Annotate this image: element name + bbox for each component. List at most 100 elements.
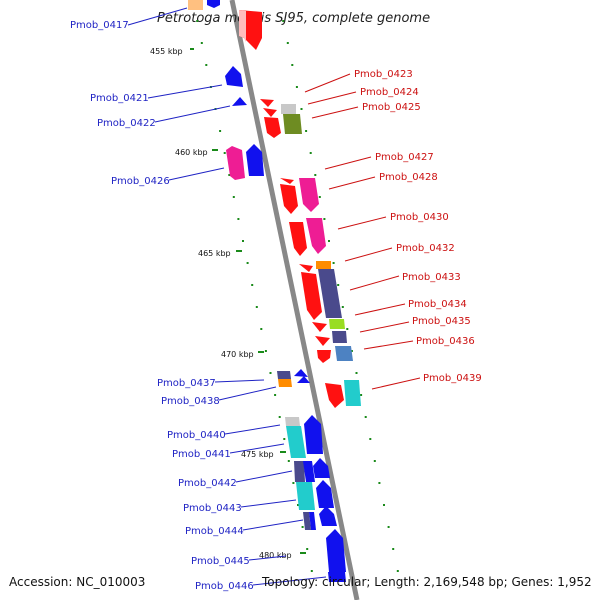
gene-arrow[interactable] xyxy=(285,417,300,426)
gene-label-pmob-0440[interactable]: Pmob_0440 xyxy=(167,430,226,441)
gene-label-pmob-0428[interactable]: Pmob_0428 xyxy=(379,172,438,183)
tick-dot xyxy=(383,504,385,506)
gene-label-pmob-0427[interactable]: Pmob_0427 xyxy=(375,152,434,163)
gene-arrow[interactable] xyxy=(297,376,310,383)
gene-arrow[interactable] xyxy=(280,184,298,214)
tick-dot xyxy=(378,482,381,484)
gene-label-pmob-0435[interactable]: Pmob_0435 xyxy=(412,316,471,327)
scale-label-460: 460 kbp xyxy=(175,148,208,157)
gene-arrow[interactable] xyxy=(232,97,247,106)
gene-arrow[interactable] xyxy=(303,512,311,530)
gene-arrow[interactable] xyxy=(226,146,245,180)
gene-arrow[interactable] xyxy=(239,10,246,42)
gene-label-pmob-0422[interactable]: Pmob_0422 xyxy=(97,118,156,129)
tick-dot xyxy=(205,64,208,66)
gene-arrow[interactable] xyxy=(296,482,315,510)
gene-label-pmob-0432[interactable]: Pmob_0432 xyxy=(396,243,455,254)
gene-label-pmob-0441[interactable]: Pmob_0441 xyxy=(172,449,231,460)
gene-label-pmob-0430[interactable]: Pmob_0430 xyxy=(390,212,449,223)
gene-labels-left: Pmob_0417 Pmob_0421 Pmob_0422 Pmob_0426 … xyxy=(70,20,254,592)
tick-marks xyxy=(196,20,399,572)
tick-dot xyxy=(255,306,258,308)
gene-arrow[interactable] xyxy=(309,512,316,530)
gene-arrow[interactable] xyxy=(281,104,296,114)
gene-arrow[interactable] xyxy=(325,383,344,408)
tick-dot xyxy=(223,152,226,154)
gene-label-pmob-0417[interactable]: Pmob_0417 xyxy=(70,20,129,31)
gene-label-pmob-0423[interactable]: Pmob_0423 xyxy=(354,69,413,80)
map-title: Petrotoga mobilis SJ95, complete genome xyxy=(157,11,430,26)
gene-label-pmob-0442[interactable]: Pmob_0442 xyxy=(178,478,237,489)
gene-arrow[interactable] xyxy=(278,379,292,387)
leader-lines xyxy=(127,7,421,586)
gene-label-pmob-0421[interactable]: Pmob_0421 xyxy=(90,93,149,104)
gene-arrow[interactable] xyxy=(313,458,330,478)
gene-arrow[interactable] xyxy=(344,380,361,406)
gene-arrow[interactable] xyxy=(303,461,315,482)
gene-arrow[interactable] xyxy=(299,264,313,272)
gene-arrow[interactable] xyxy=(317,350,331,363)
gene-arrow[interactable] xyxy=(289,222,307,256)
gene-label-pmob-0444[interactable]: Pmob_0444 xyxy=(185,526,244,537)
gene-arrow[interactable] xyxy=(294,461,305,482)
gene-label-pmob-0434[interactable]: Pmob_0434 xyxy=(408,299,467,310)
gene-arrow[interactable] xyxy=(319,506,337,526)
scale-label-470: 470 kbp xyxy=(221,350,254,359)
gene-label-pmob-0436[interactable]: Pmob_0436 xyxy=(416,336,475,347)
gene-arrow[interactable] xyxy=(283,114,302,134)
gene-arrow[interactable] xyxy=(294,369,308,377)
gene-label-pmob-0439[interactable]: Pmob_0439 xyxy=(423,373,482,384)
tick-dot xyxy=(337,284,340,286)
gene-arrow[interactable] xyxy=(207,0,220,8)
tick-dot xyxy=(346,328,349,330)
scale-labels: 455 kbp 460 kbp 465 kbp 470 kbp 475 kbp … xyxy=(150,47,306,560)
gene-arrow[interactable] xyxy=(264,117,281,138)
gene-label-pmob-0424[interactable]: Pmob_0424 xyxy=(360,87,419,98)
gene-arrow[interactable] xyxy=(312,322,327,332)
tick-dot xyxy=(287,460,290,462)
gene-arrow[interactable] xyxy=(188,0,203,10)
gene-arrow[interactable] xyxy=(277,371,291,379)
gene-arrow[interactable] xyxy=(280,178,294,184)
tick-dot xyxy=(264,350,267,352)
accession-text: Accession: NC_010003 xyxy=(9,575,146,589)
gene-arrow[interactable] xyxy=(316,261,331,269)
gene-arrow[interactable] xyxy=(306,218,326,254)
gene-arrow[interactable] xyxy=(304,415,323,454)
gene-label-pmob-0426[interactable]: Pmob_0426 xyxy=(111,176,170,187)
gene-label-pmob-0446[interactable]: Pmob_0446 xyxy=(195,581,254,592)
gene-arrow[interactable] xyxy=(299,178,319,212)
gene-arrow[interactable] xyxy=(263,108,277,117)
tick-dot xyxy=(274,394,277,396)
gene-arrow[interactable] xyxy=(328,572,346,582)
gene-label-pmob-0433[interactable]: Pmob_0433 xyxy=(402,272,461,283)
gene-arrow[interactable] xyxy=(315,336,330,346)
gene-label-pmob-0425[interactable]: Pmob_0425 xyxy=(362,102,421,113)
tick-dot xyxy=(305,130,308,132)
tick-dot xyxy=(251,284,254,286)
gene-arrow[interactable] xyxy=(286,426,306,458)
gene-arrow[interactable] xyxy=(301,272,322,320)
gene-arrow[interactable] xyxy=(329,319,345,329)
gene-arrow[interactable] xyxy=(260,99,274,107)
gene-arrow[interactable] xyxy=(335,346,353,361)
genes xyxy=(188,0,361,582)
gene-arrow[interactable] xyxy=(318,269,342,318)
tick-dot xyxy=(297,504,299,506)
gene-arrow[interactable] xyxy=(225,66,243,87)
tick-dot xyxy=(364,416,367,418)
tick-dot xyxy=(196,20,199,22)
gene-labels-right: Pmob_0423 Pmob_0424 Pmob_0425 Pmob_0427 … xyxy=(354,69,482,384)
gene-label-pmob-0438[interactable]: Pmob_0438 xyxy=(161,396,220,407)
gene-arrow[interactable] xyxy=(326,529,346,572)
scale-label-475: 475 kbp xyxy=(241,450,274,459)
gene-arrow[interactable] xyxy=(246,144,264,176)
gene-arrow[interactable] xyxy=(332,331,347,343)
tick-dot xyxy=(291,64,294,66)
gene-label-pmob-0445[interactable]: Pmob_0445 xyxy=(191,556,250,567)
gene-label-pmob-0437[interactable]: Pmob_0437 xyxy=(157,378,216,389)
gene-label-pmob-0443[interactable]: Pmob_0443 xyxy=(183,503,242,514)
tick-dot xyxy=(219,130,222,132)
gene-arrow[interactable] xyxy=(316,480,334,508)
